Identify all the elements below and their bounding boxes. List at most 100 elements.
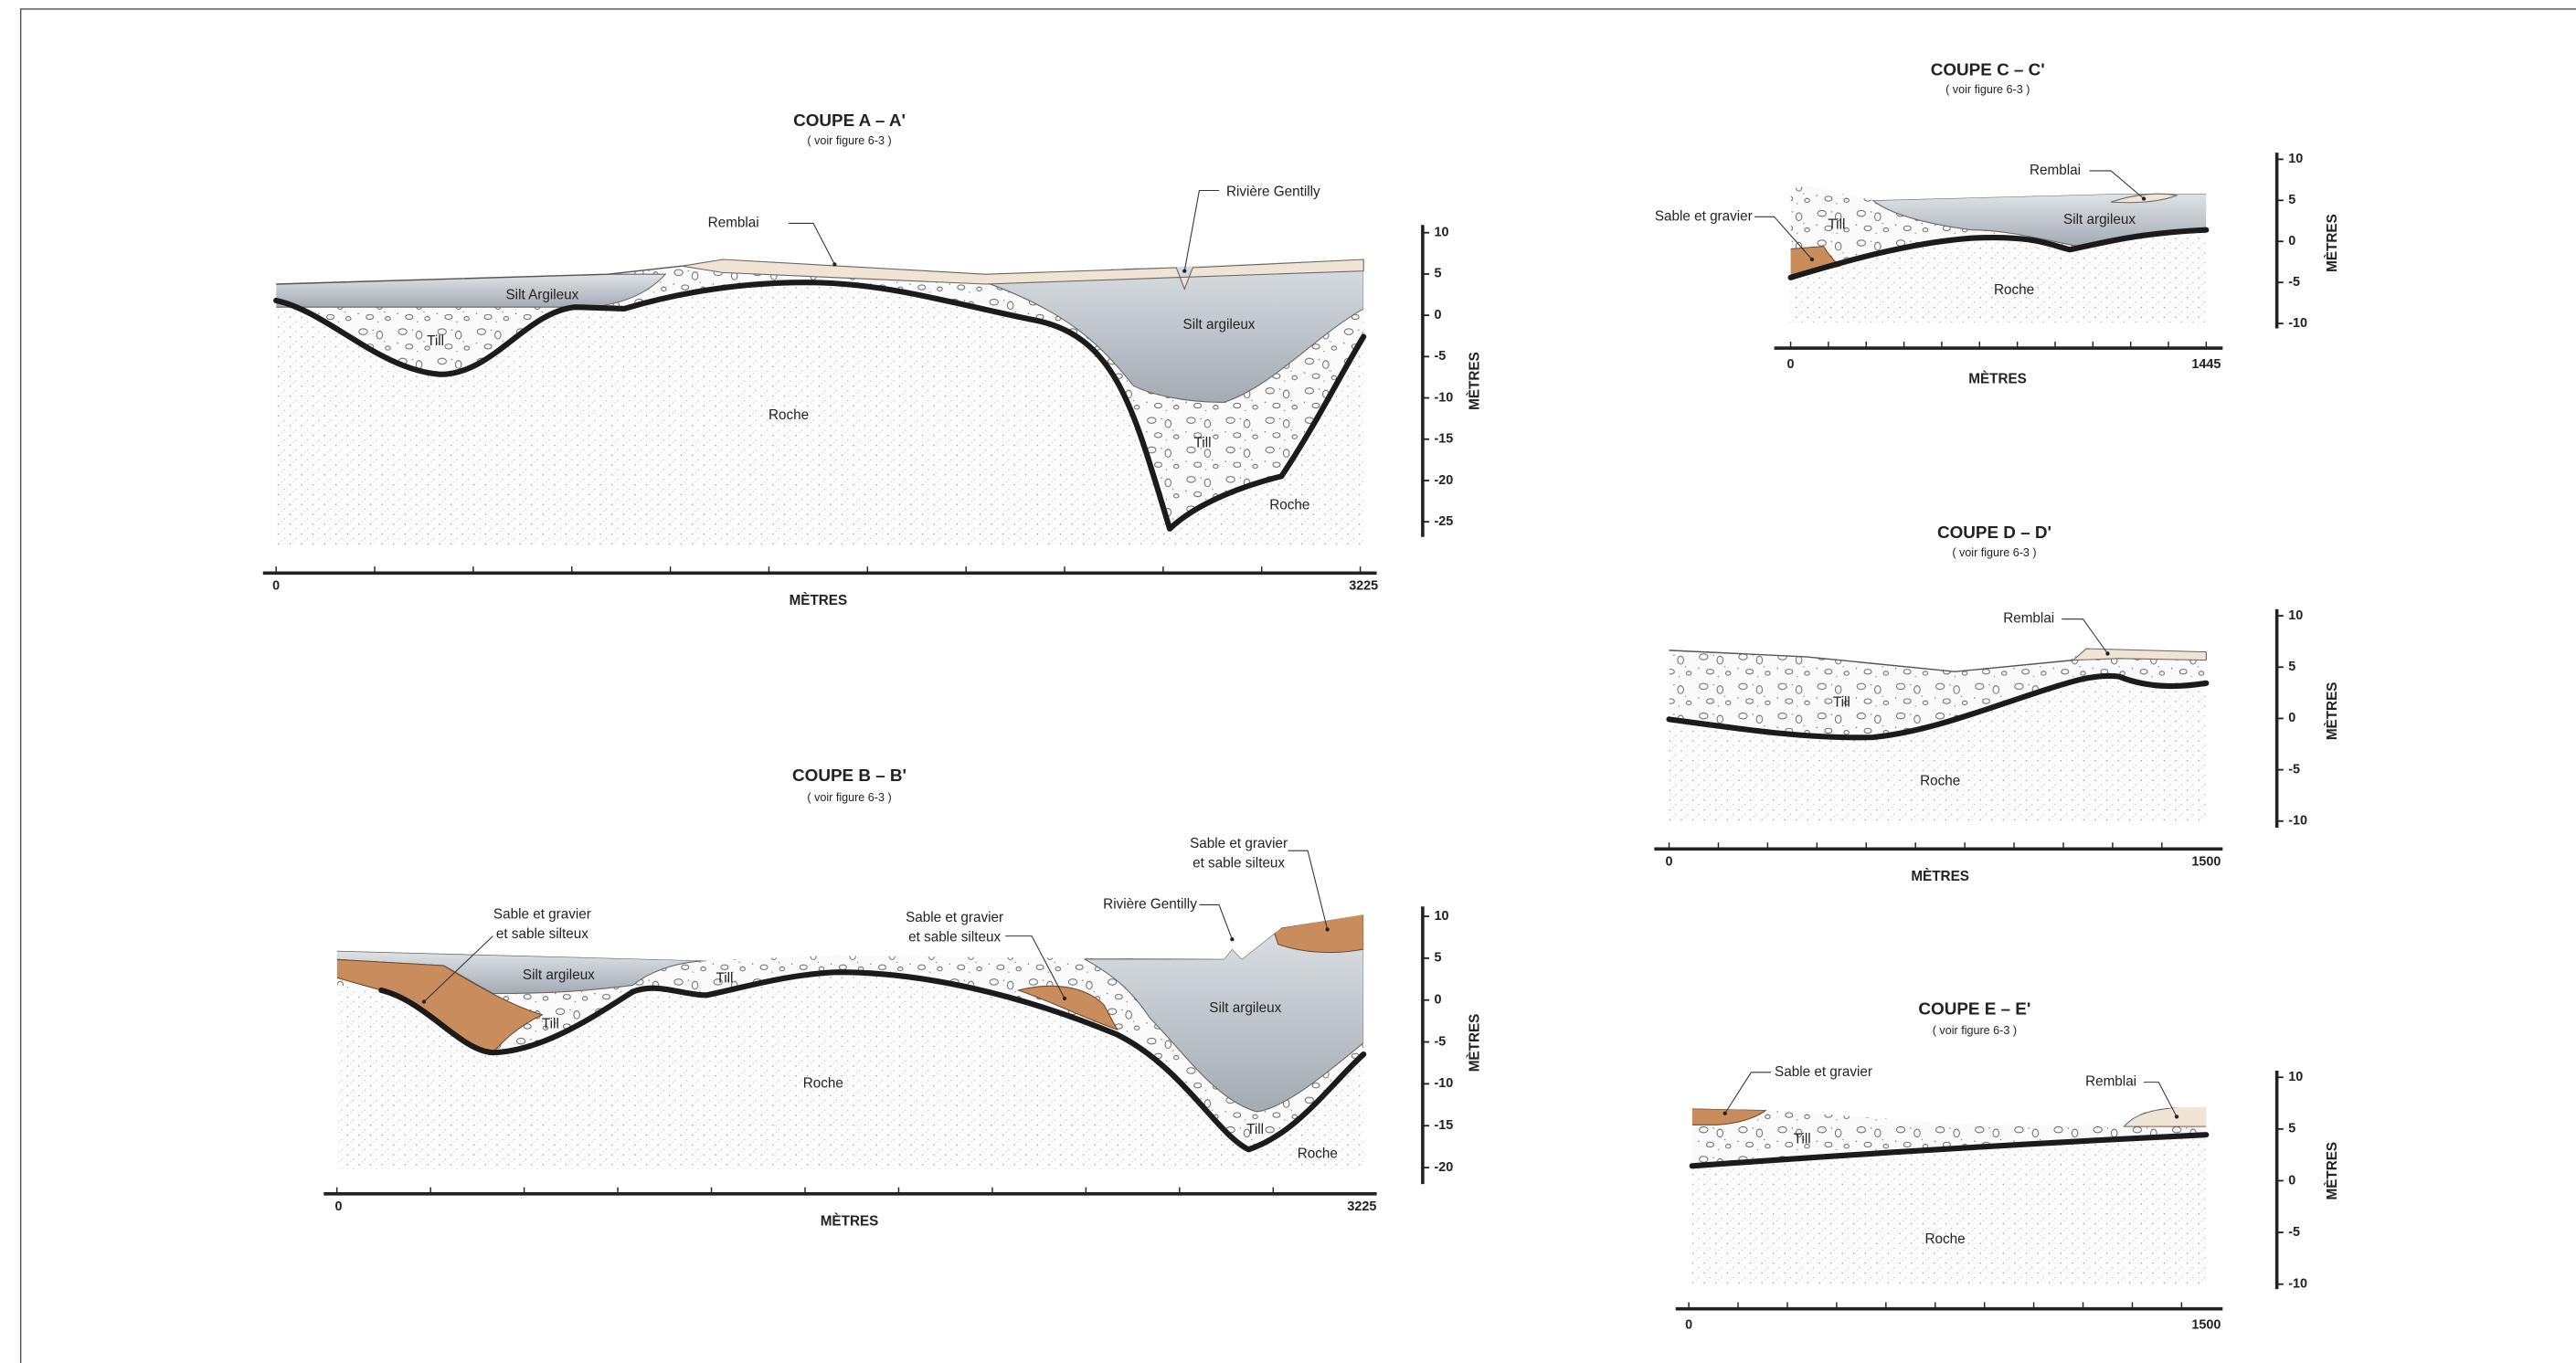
layer-label: Roche: [1924, 1231, 1965, 1247]
layer-label: Rivière Gentilly: [1103, 897, 1197, 913]
y-tick-label: -10: [2288, 814, 2307, 829]
layer-label: et sable silteux: [908, 929, 1001, 945]
x-end-label: 1500: [2191, 855, 2221, 870]
layer-label: Sable et gravier: [1655, 208, 1753, 224]
y-tick-label: 0: [2288, 1173, 2295, 1188]
layer-label: Remblai: [2003, 611, 2054, 627]
y-tick-label: 0: [1434, 308, 1441, 322]
x-end-label: 1500: [2191, 1317, 2221, 1332]
y-tick-label: -20: [1434, 1160, 1453, 1175]
y-axis-title: MÈTRES: [1467, 1014, 1482, 1072]
y-tick-label: -10: [2288, 1277, 2307, 1292]
y-tick-label: 5: [2288, 1122, 2295, 1136]
x-end-label: 3225: [1347, 1199, 1376, 1214]
y-tick-label: 10: [1434, 226, 1448, 240]
y-axis-title: MÈTRES: [2325, 214, 2340, 272]
layer-label: Remblai: [2085, 1074, 2136, 1090]
section-b: [323, 851, 1423, 1194]
y-tick-label: 5: [1434, 267, 1441, 281]
x-start-label: 0: [1787, 357, 1795, 372]
y-tick-label: -15: [1434, 432, 1453, 447]
y-axis-title: MÈTRES: [2325, 1142, 2340, 1200]
layer-label: Till: [542, 1017, 559, 1032]
section-a: [263, 164, 1423, 574]
section-subtitle: ( voir figure 6-3 ): [1945, 83, 2030, 96]
y-tick-label: 5: [1434, 951, 1441, 966]
layer-label: Remblai: [708, 216, 759, 231]
y-tick-label: -5: [2288, 275, 2300, 290]
y-tick-label: 5: [2288, 660, 2295, 674]
section-e: [1676, 1071, 2277, 1309]
layer-label: Rivière Gentilly: [1226, 184, 1320, 199]
layer-label: Till: [1246, 1122, 1264, 1137]
y-tick-label: 5: [2288, 193, 2295, 207]
layer-label: Sable et gravier: [1775, 1064, 1872, 1080]
y-tick-label: 10: [1434, 909, 1448, 924]
layer-label: Roche: [1269, 498, 1309, 513]
x-axis-title: MÈTRES: [790, 593, 848, 608]
section-title: COUPE D – D': [1937, 523, 2051, 542]
x-start-label: 0: [1666, 855, 1673, 870]
x-axis-title: MÈTRES: [1911, 869, 1969, 884]
layer-label: Sable et gravier: [493, 906, 591, 922]
section-c: [1754, 153, 2277, 348]
section-title: COUPE C – C': [1931, 59, 2045, 79]
layer-label: et sable silteux: [1193, 856, 1285, 872]
layer-label: Silt argileux: [523, 967, 595, 983]
y-tick-label: -10: [2288, 316, 2307, 331]
x-axis-title: MÈTRES: [821, 1213, 879, 1229]
y-tick-label: -15: [1434, 1118, 1453, 1133]
page: {"sections":[ {"title":"COUPE A – A'","s…: [0, 0, 2576, 1363]
layer-label: Silt Argileux: [506, 288, 579, 303]
y-tick-label: -25: [1434, 514, 1453, 529]
section-title: COUPE A – A': [793, 111, 906, 130]
x-end-label: 3225: [1349, 579, 1378, 594]
y-tick-label: 0: [2288, 711, 2295, 725]
layer-label: Roche: [803, 1075, 843, 1091]
layer-label: Sable et gravier: [1190, 836, 1288, 851]
layer-label: Sable et gravier: [906, 910, 1003, 925]
x-start-label: 0: [272, 579, 280, 594]
layer-label: Till: [1833, 694, 1850, 710]
figure: COUPE A – A' ( voir figure 6-3 ) MÈTRES 10 5…: [0, 0, 2576, 1363]
layer-label: et sable silteux: [496, 926, 588, 942]
x-start-label: 0: [1685, 1317, 1692, 1332]
layer-label: Silt argileux: [1209, 1000, 1281, 1016]
layer-label: Roche: [769, 407, 809, 423]
y-tick-label: 10: [2288, 152, 2303, 166]
layer-label: Till: [427, 333, 444, 349]
y-tick-label: 10: [2288, 1070, 2303, 1084]
y-tick-label: 0: [2288, 234, 2295, 248]
x-axis-title: MÈTRES: [1968, 371, 2027, 386]
layer-label: Till: [716, 970, 733, 986]
layer-label: Till: [1828, 217, 1845, 232]
x-start-label: 0: [334, 1199, 342, 1214]
y-tick-label: 10: [2288, 608, 2303, 623]
y-tick-label: -5: [2288, 1225, 2300, 1240]
layer-label: Roche: [1298, 1146, 1338, 1162]
y-tick-label: -5: [2288, 762, 2300, 777]
y-axis-title: MÈTRES: [2325, 682, 2340, 741]
layer-label: Till: [1194, 435, 1212, 450]
layer-label: Silt argileux: [1183, 317, 1256, 333]
section-title: COUPE E – E': [1918, 999, 2030, 1019]
section-subtitle: ( voir figure 6-3 ): [1933, 1024, 2017, 1037]
y-axis-title: MÈTRES: [1467, 352, 1482, 410]
y-tick-label: -20: [1434, 473, 1453, 488]
section-subtitle: ( voir figure 6-3 ): [807, 791, 891, 804]
section-title: COUPE B – B': [792, 766, 906, 785]
x-end-label: 1445: [2191, 357, 2221, 372]
section-d: [1654, 609, 2276, 849]
section-subtitle: ( voir figure 6-3 ): [807, 134, 891, 147]
y-tick-label: -5: [1434, 1034, 1446, 1049]
y-tick-label: -10: [1434, 1076, 1453, 1091]
y-tick-label: 0: [1434, 993, 1441, 1008]
layer-label: Silt argileux: [2063, 212, 2136, 227]
y-tick-label: -5: [1434, 349, 1446, 364]
layer-label: Remblai: [2030, 163, 2081, 178]
layer-label: Till: [1794, 1132, 1811, 1147]
section-subtitle: ( voir figure 6-3 ): [1952, 546, 2036, 559]
layer-label: Roche: [1994, 282, 2034, 298]
y-tick-label: -10: [1434, 390, 1453, 405]
layer-label: Roche: [1920, 774, 1960, 789]
